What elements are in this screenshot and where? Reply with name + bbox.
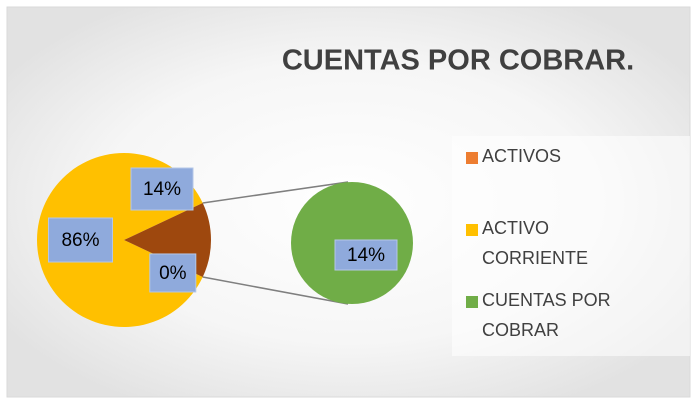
data-label: 14% — [143, 179, 181, 200]
connector — [202, 181, 349, 204]
legend-swatch — [466, 224, 478, 236]
legend-entry: ACTIVO CORRIENTE — [466, 218, 652, 273]
data-label-box — [48, 217, 113, 263]
legend: ACTIVOS ACTIVO CORRIENTE CUENTAS POR COBRA… — [452, 136, 690, 356]
legend-swatch — [466, 296, 478, 308]
data-label: 14% — [347, 245, 385, 266]
legend-label: CUENTAS POR COBRAR — [482, 290, 611, 340]
legend-entry: ACTIVOS — [466, 146, 561, 171]
legend-label: ACTIVO CORRIENTE — [482, 218, 589, 268]
legend-label: ACTIVOS — [482, 146, 562, 166]
chart-title: CUENTAS POR COBRAR. — [282, 45, 634, 77]
legend-swatch — [466, 152, 478, 164]
legend-entry: CUENTAS POR COBRAR — [466, 290, 632, 345]
data-label-box — [334, 239, 398, 271]
data-label: 86% — [61, 230, 99, 251]
data-label-box — [130, 167, 194, 211]
data-label-box — [149, 253, 197, 293]
data-label: 0% — [159, 263, 187, 284]
connector — [202, 276, 349, 305]
